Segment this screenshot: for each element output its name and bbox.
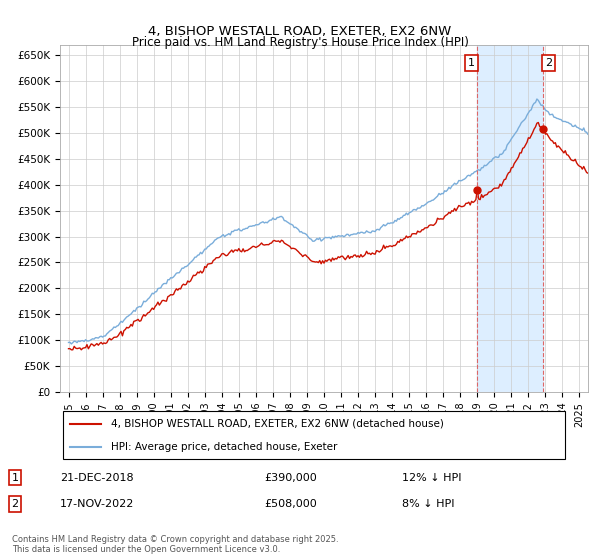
FancyBboxPatch shape bbox=[62, 412, 565, 459]
Text: 4, BISHOP WESTALL ROAD, EXETER, EX2 6NW (detached house): 4, BISHOP WESTALL ROAD, EXETER, EX2 6NW … bbox=[111, 419, 444, 429]
Bar bbox=[477, 45, 544, 392]
Text: Price paid vs. HM Land Registry's House Price Index (HPI): Price paid vs. HM Land Registry's House … bbox=[131, 36, 469, 49]
Text: 1: 1 bbox=[468, 58, 475, 68]
Text: 21-DEC-2018: 21-DEC-2018 bbox=[60, 473, 134, 483]
Text: £508,000: £508,000 bbox=[264, 499, 317, 509]
Text: 4, BISHOP WESTALL ROAD, EXETER, EX2 6NW: 4, BISHOP WESTALL ROAD, EXETER, EX2 6NW bbox=[148, 25, 452, 38]
Text: Contains HM Land Registry data © Crown copyright and database right 2025.
This d: Contains HM Land Registry data © Crown c… bbox=[12, 535, 338, 554]
Text: HPI: Average price, detached house, Exeter: HPI: Average price, detached house, Exet… bbox=[111, 442, 337, 452]
Text: 12% ↓ HPI: 12% ↓ HPI bbox=[402, 473, 461, 483]
Text: 8% ↓ HPI: 8% ↓ HPI bbox=[402, 499, 455, 509]
Text: 2: 2 bbox=[545, 58, 552, 68]
Text: £390,000: £390,000 bbox=[264, 473, 317, 483]
Text: 17-NOV-2022: 17-NOV-2022 bbox=[60, 499, 134, 509]
Text: 2: 2 bbox=[11, 499, 19, 509]
Text: 1: 1 bbox=[11, 473, 19, 483]
